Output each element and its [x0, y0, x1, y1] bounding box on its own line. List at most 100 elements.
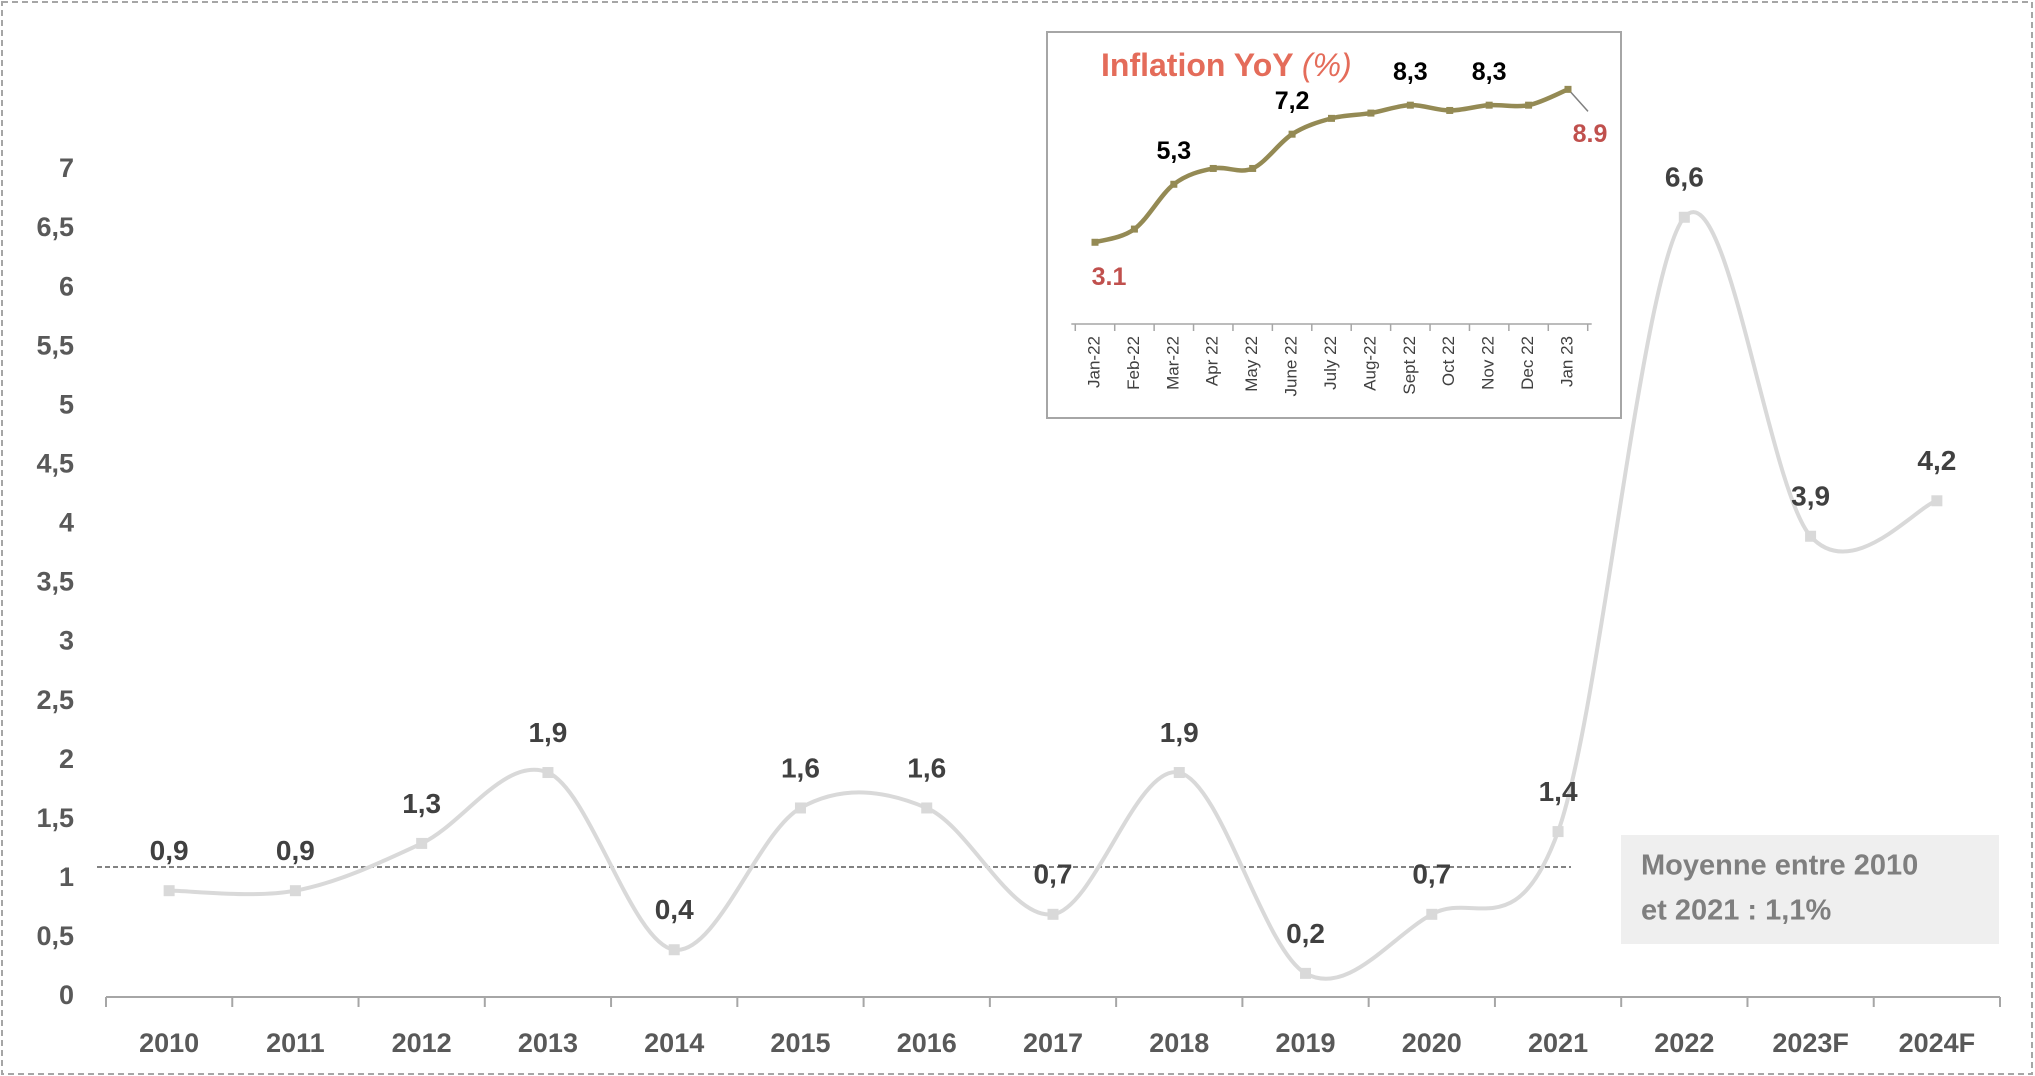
data-label: 0,9	[276, 835, 315, 866]
y-tick-label: 2,5	[36, 685, 74, 715]
inset-x-tick-label: Mar-22	[1163, 336, 1182, 390]
marker	[1552, 826, 1564, 838]
marker	[668, 944, 680, 956]
x-tick-label: 2016	[897, 1028, 957, 1058]
marker	[1678, 211, 1690, 223]
x-tick-label: 2021	[1528, 1028, 1588, 1058]
marker	[1091, 238, 1099, 246]
marker	[1446, 106, 1454, 114]
x-tick-label: 2023F	[1772, 1028, 1849, 1058]
inset-frame	[1046, 31, 1622, 419]
y-tick-label: 3	[59, 626, 74, 656]
marker	[289, 885, 301, 897]
marker	[1300, 967, 1312, 979]
data-label: 1,9	[1160, 717, 1199, 748]
data-label: 1,6	[781, 752, 820, 783]
marker	[1406, 101, 1414, 109]
marker	[416, 837, 428, 849]
data-label: 1,3	[402, 788, 441, 819]
inset-data-label: 8,3	[1393, 58, 1428, 86]
inset-data-label: 7,2	[1275, 87, 1310, 115]
inset-x-tick-label: Dec 22	[1518, 336, 1537, 390]
x-tick-label: 2010	[139, 1028, 199, 1058]
x-tick-label: 2017	[1023, 1028, 1083, 1058]
marker	[921, 802, 933, 814]
leader-line	[1570, 91, 1589, 112]
inset-x-tick-label: Aug-22	[1360, 336, 1379, 391]
y-tick-label: 5	[59, 389, 74, 419]
marker	[1931, 495, 1943, 507]
x-tick-label: 2014	[644, 1028, 704, 1058]
marker	[1047, 908, 1059, 920]
inset-x-tick-label: Oct 22	[1439, 336, 1458, 386]
x-tick-label: 2011	[266, 1028, 325, 1058]
marker	[1173, 767, 1185, 779]
y-tick-label: 1	[59, 862, 74, 892]
inset-x-tick-label: June 22	[1282, 336, 1301, 397]
x-tick-label: 2012	[392, 1028, 452, 1058]
marker	[1209, 164, 1217, 172]
inset-x-tick-label: Nov 22	[1479, 336, 1498, 390]
inset-x-tick-label: Apr 22	[1203, 336, 1222, 386]
y-tick-label: 7	[59, 153, 74, 183]
inset-x-tick-label: Jan-22	[1084, 336, 1103, 388]
data-label: 0,2	[1286, 918, 1325, 949]
data-label: 1,4	[1539, 776, 1578, 807]
annotation: Moyenne entre 2010	[1641, 850, 1918, 882]
y-tick-label: 0	[59, 980, 74, 1010]
x-tick-label: 2019	[1275, 1028, 1335, 1058]
marker	[1367, 109, 1375, 117]
marker	[1805, 530, 1817, 542]
data-label: 1,9	[528, 717, 567, 748]
x-tick-label: 2022	[1654, 1028, 1714, 1058]
data-label: 1,6	[907, 752, 946, 783]
data-label: 0,4	[655, 894, 694, 925]
inset-title: Inflation YoY (%)	[1101, 47, 1352, 83]
marker	[1525, 101, 1533, 109]
inset-x-tick-label: Sept 22	[1400, 336, 1419, 395]
y-tick-label: 1,5	[36, 803, 74, 833]
y-tick-label: 4,5	[36, 448, 74, 478]
y-tick-label: 4	[59, 508, 74, 538]
x-tick-label: 2024F	[1899, 1028, 1976, 1058]
inset-data-label: 5,3	[1156, 137, 1191, 165]
y-tick-label: 6,5	[36, 212, 74, 242]
marker	[1485, 101, 1493, 109]
marker	[1130, 225, 1138, 233]
inset-data-label: 8.9	[1573, 120, 1608, 148]
marker	[1564, 85, 1572, 93]
data-label: 6,6	[1665, 162, 1704, 193]
inset-data-label: 8,3	[1472, 58, 1507, 86]
y-tick-label: 0,5	[36, 921, 74, 951]
inset-x-tick-label: May 22	[1242, 336, 1261, 392]
x-tick-label: 2018	[1149, 1028, 1209, 1058]
marker	[1249, 164, 1257, 172]
x-tick-label: 2020	[1402, 1028, 1462, 1058]
data-label: 4,2	[1917, 445, 1956, 476]
marker	[1426, 908, 1438, 920]
data-label: 3,9	[1791, 481, 1830, 512]
marker	[1288, 130, 1296, 138]
inset-title-text: Inflation YoY	[1101, 47, 1293, 83]
y-tick-label: 2	[59, 744, 74, 774]
annotation: et 2021 : 1,1%	[1641, 895, 1831, 927]
inset-x-tick-label: Feb-22	[1124, 336, 1143, 390]
data-label: 0,7	[1412, 859, 1451, 890]
data-label: 0,7	[1034, 859, 1073, 890]
x-tick-label: 2013	[518, 1028, 578, 1058]
y-tick-label: 6	[59, 271, 74, 301]
marker	[542, 767, 554, 779]
marker	[1170, 180, 1178, 188]
data-label: 0,9	[150, 835, 189, 866]
annotation-box	[1621, 835, 1999, 944]
marker	[1328, 114, 1335, 122]
inset-x-tick-label: Jan 23	[1557, 336, 1576, 387]
y-tick-label: 3,5	[36, 567, 74, 597]
inset-data-label: 3.1	[1092, 263, 1127, 291]
x-tick-label: 2015	[770, 1028, 830, 1058]
marker	[163, 885, 175, 897]
marker	[794, 802, 806, 814]
y-tick-label: 5,5	[36, 330, 74, 360]
